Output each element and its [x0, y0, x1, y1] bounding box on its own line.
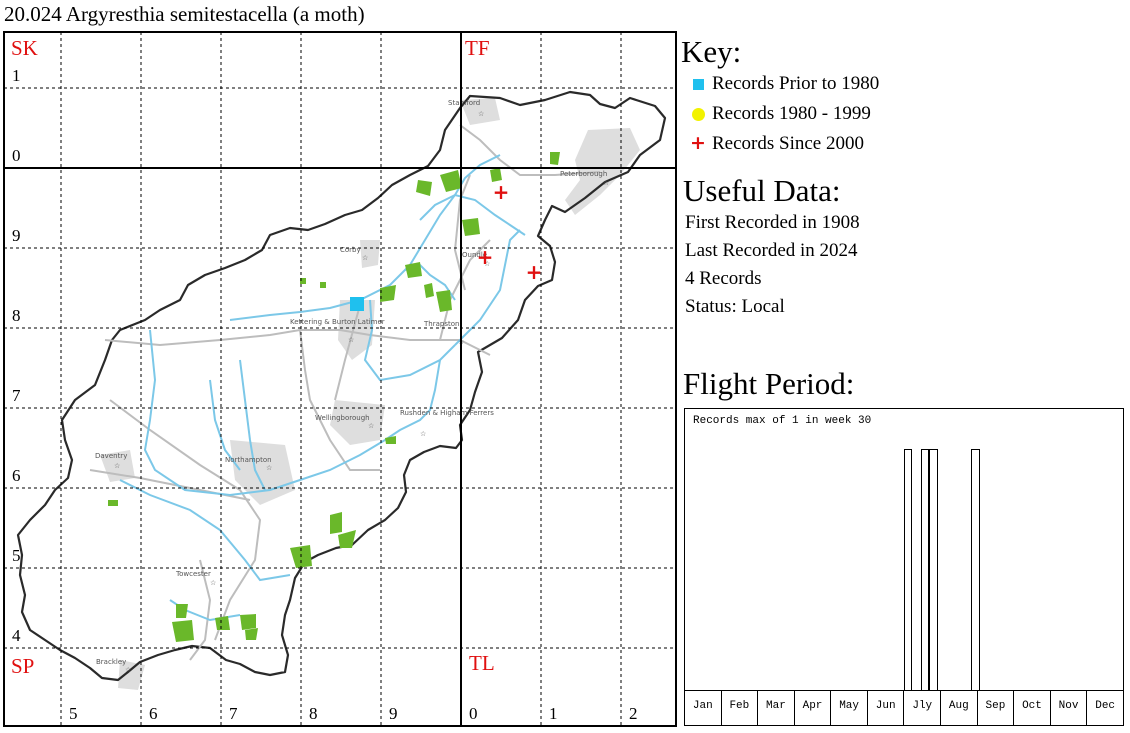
useful-data-heading: Useful Data:: [683, 173, 841, 208]
woodland: [108, 152, 560, 642]
town-label: Stamford: [448, 99, 480, 107]
northing-label: 9: [12, 226, 21, 245]
month-label: Apr: [795, 691, 832, 725]
record-since-2000-marker: +: [477, 245, 494, 269]
flight-period-chart: Records max of 1 in week 30 Jan Feb Mar Apr…: [684, 408, 1124, 726]
month-label: Jun: [868, 691, 905, 725]
record-since-2000-marker: +: [526, 260, 543, 284]
last-recorded: Last Recorded in 2024: [685, 240, 858, 261]
town-marker: ☆: [210, 579, 216, 587]
key-heading: Key:: [681, 34, 742, 69]
month-label: Aug: [941, 691, 978, 725]
town-marker: ☆: [478, 110, 484, 118]
northing-label: 4: [12, 626, 21, 645]
status: Status: Local: [685, 296, 785, 317]
grid-lines: [4, 32, 676, 726]
easting-label: 5: [69, 704, 78, 723]
county-boundary: [16, 90, 667, 682]
town-label: Corby: [340, 246, 361, 254]
town-marker: ☆: [484, 260, 490, 268]
easting-label: 8: [309, 704, 318, 723]
town-marker: ☆: [420, 430, 426, 438]
northing-label: 5: [12, 546, 21, 565]
month-label: May: [831, 691, 868, 725]
grid-square-label-sp: SP: [11, 654, 34, 678]
easting-label: 6: [149, 704, 158, 723]
town-label: Thrapston: [423, 320, 459, 328]
town-marker: ☆: [114, 462, 120, 470]
town-markers: Stamford ☆ Peterborough ☆ Corby ☆ Oundle…: [95, 99, 609, 674]
key-item-prior-1980: Records Prior to 1980: [688, 73, 879, 95]
town-label: Northampton: [225, 456, 272, 464]
northing-label: 8: [12, 306, 21, 325]
town-marker: ☆: [362, 254, 368, 262]
month-label: Mar: [758, 691, 795, 725]
town-label: Peterborough: [560, 170, 607, 178]
month-label: Feb: [722, 691, 759, 725]
town-marker: ☆: [125, 666, 131, 674]
month-label: Jly: [904, 691, 942, 725]
major-grid: [3, 31, 677, 727]
key-item-1980-1999: Records 1980 - 1999: [688, 103, 871, 125]
month-axis: Jan Feb Mar Apr May Jun Jly Aug Sep Oct Nov Dec: [685, 690, 1123, 725]
town-label: Kettering & Burton Latimer: [290, 318, 385, 326]
flight-bar: [971, 449, 980, 691]
flight-note: Records max of 1 in week 30: [693, 415, 872, 427]
flight-bar: [920, 449, 930, 691]
key-item-label: Records Prior to 1980: [712, 73, 880, 94]
grid-square-label-tl: TL: [469, 651, 495, 675]
month-label: Dec: [1095, 700, 1116, 712]
town-label: Brackley: [96, 658, 126, 666]
first-recorded: First Recorded in 1908: [685, 212, 860, 233]
key-item-since-2000: + Records Since 2000: [688, 132, 864, 155]
town-label: Oundle: [462, 251, 487, 259]
record-since-2000-marker: +: [493, 180, 510, 204]
town-marker: ☆: [266, 464, 272, 472]
urban-areas: [100, 98, 640, 690]
northing-label: 1: [12, 66, 21, 85]
blue-square-icon: [688, 73, 708, 95]
easting-label: 2: [629, 704, 638, 723]
key-item-label: Records 1980 - 1999: [712, 103, 871, 124]
northing-label: 6: [12, 466, 21, 485]
yellow-circle-icon: [688, 103, 708, 125]
flight-bar: [904, 449, 913, 691]
key-item-label: Records Since 2000: [712, 133, 864, 154]
month-label: Nov: [1051, 691, 1088, 725]
town-marker: ☆: [348, 336, 354, 344]
town-marker: ☆: [368, 422, 374, 430]
northing-label: 7: [12, 386, 21, 405]
easting-label: 9: [389, 704, 398, 723]
town-label: Wellingborough: [315, 414, 370, 422]
town-marker: ☆: [603, 179, 609, 187]
flight-bar: [929, 449, 938, 691]
town-label: Daventry: [95, 452, 127, 460]
month-label: Sep: [978, 691, 1015, 725]
record-count: 4 Records: [685, 268, 762, 289]
easting-label: 1: [549, 704, 558, 723]
grid-square-label-tf: TF: [465, 36, 490, 60]
town-label: Rushden & Higham Ferrers: [400, 409, 494, 417]
red-cross-icon: +: [690, 132, 706, 154]
month-label: Oct: [1014, 691, 1051, 725]
town-label: Towcester: [175, 570, 211, 578]
easting-label: 0: [469, 704, 478, 723]
distribution-map: Stamford ☆ Peterborough ☆ Corby ☆ Oundle…: [3, 31, 677, 727]
roads: [89, 124, 601, 661]
page-title: 20.024 Argyresthia semitestacella (a mot…: [4, 2, 365, 26]
month-label: Jan: [685, 691, 722, 725]
records-since-2000: + + +: [477, 180, 543, 284]
flight-period-heading: Flight Period:: [683, 366, 855, 401]
northing-label: 0: [12, 146, 21, 165]
record-prior-1980-marker: [350, 297, 364, 311]
grid-square-label-sk: SK: [11, 36, 38, 60]
easting-label: 7: [229, 704, 238, 723]
